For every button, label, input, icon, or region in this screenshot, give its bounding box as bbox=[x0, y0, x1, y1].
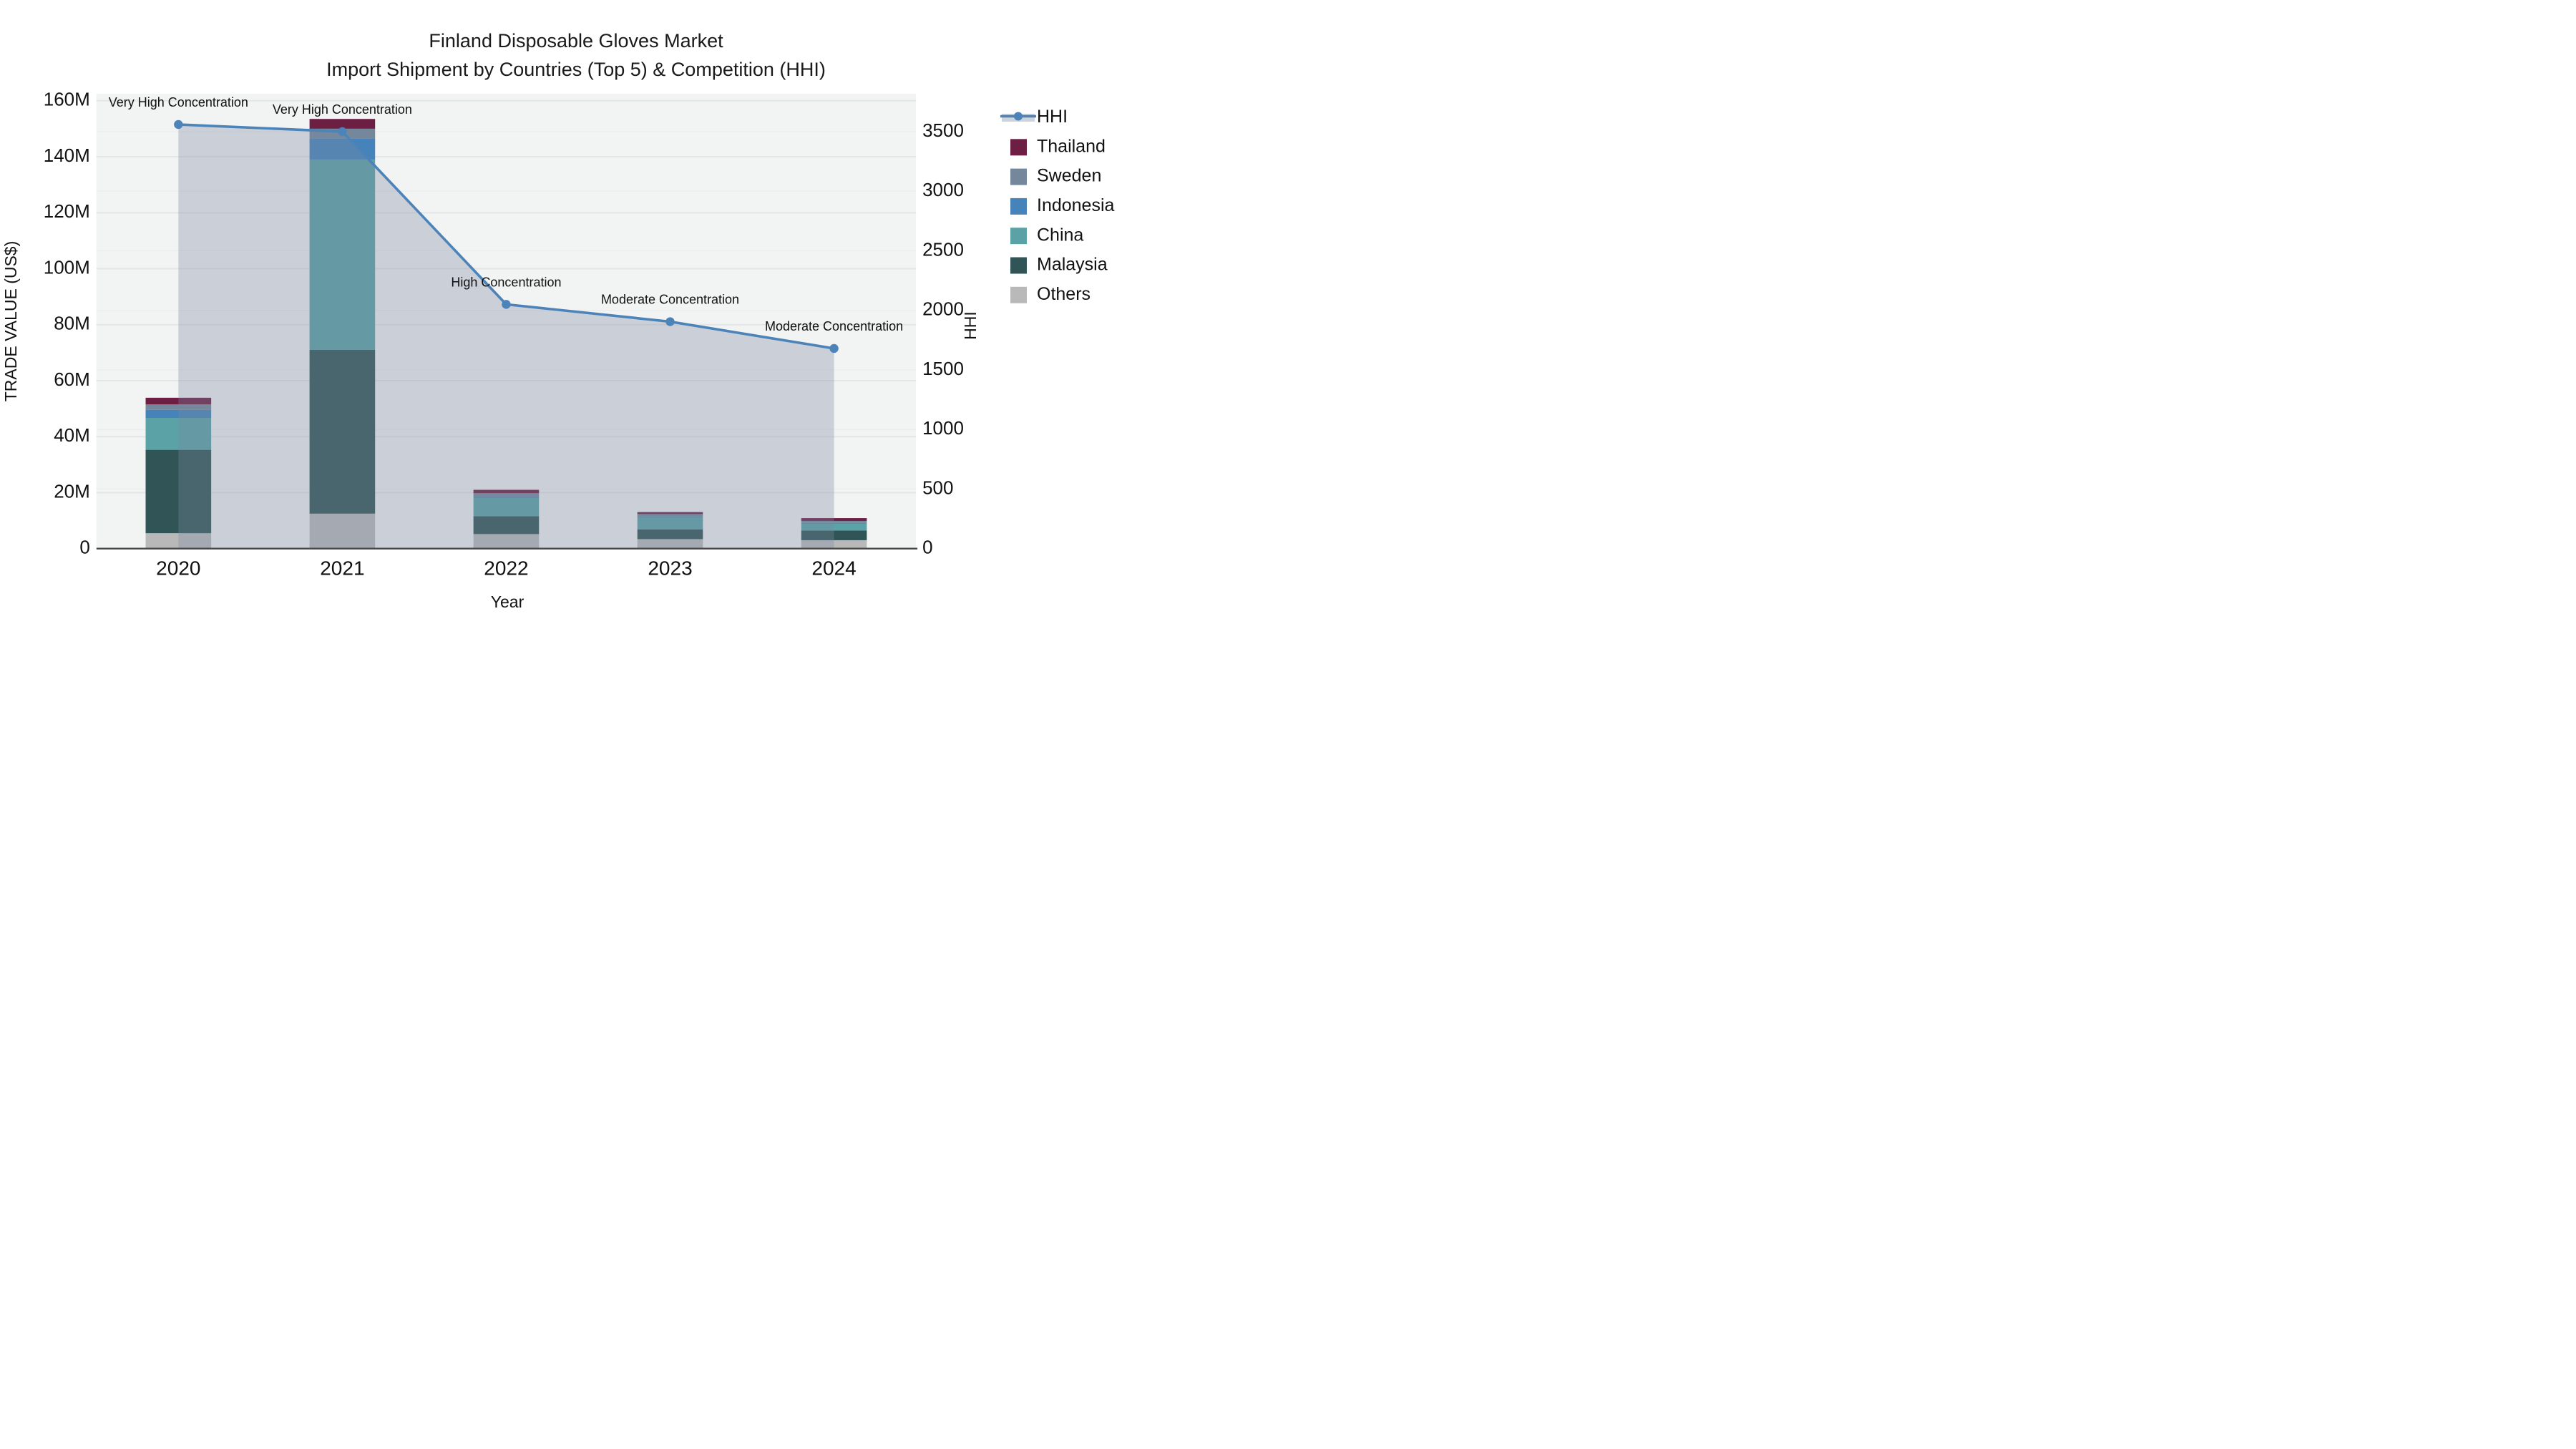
annotation-2022: High Concentration bbox=[451, 275, 561, 289]
legend-label-indonesia: Indonesia bbox=[1037, 195, 1115, 215]
y-left-tick-60M: 60M bbox=[54, 369, 90, 390]
y-right-axis-title: HHI bbox=[961, 311, 980, 340]
legend-swatch-indonesia bbox=[1010, 197, 1027, 215]
y-right-tick-2500: 2500 bbox=[922, 238, 964, 260]
y-left-tick-40M: 40M bbox=[54, 424, 90, 446]
bar-2024-malaysia[interactable] bbox=[801, 530, 867, 540]
hhi-marker-2021[interactable] bbox=[338, 127, 347, 137]
bar-2024-indonesia[interactable] bbox=[801, 522, 867, 524]
bar-2022-others[interactable] bbox=[473, 534, 540, 549]
y-left-tick-160M: 160M bbox=[44, 89, 90, 110]
bar-2020-indonesia[interactable] bbox=[145, 409, 212, 419]
chart-title-line1: Finland Disposable Gloves Market bbox=[429, 30, 723, 52]
bar-2023-sweden[interactable] bbox=[637, 514, 703, 517]
annotation-2024: Moderate Concentration bbox=[765, 319, 903, 333]
bar-2022-thailand[interactable] bbox=[473, 489, 540, 494]
chart-title-line2: Import Shipment by Countries (Top 5) & C… bbox=[326, 59, 826, 80]
y-left-tick-100M: 100M bbox=[44, 256, 90, 278]
x-tick-2020: 2020 bbox=[156, 557, 200, 579]
y-right-tick-2000: 2000 bbox=[922, 298, 964, 320]
x-tick-2024: 2024 bbox=[811, 557, 856, 579]
legend-label-china: China bbox=[1037, 225, 1083, 245]
y-left-tick-20M: 20M bbox=[54, 480, 90, 502]
bar-2021-malaysia[interactable] bbox=[309, 349, 376, 514]
plot-background bbox=[96, 94, 917, 549]
legend-label-malaysia: Malaysia bbox=[1037, 255, 1108, 275]
y-left-tick-labels: 0 20M 40M 60M 80M 100M 120M 140M 160M bbox=[44, 89, 90, 558]
y-left-tick-140M: 140M bbox=[44, 145, 90, 166]
bar-2024-china[interactable] bbox=[801, 523, 867, 531]
y-right-tick-0: 0 bbox=[922, 537, 932, 558]
legend-label-others: Others bbox=[1037, 284, 1091, 304]
bar-2021-others[interactable] bbox=[309, 513, 376, 549]
gridlines-right-axis bbox=[96, 131, 917, 490]
legend-label-sweden: Sweden bbox=[1037, 166, 1101, 186]
bar-2020-sweden[interactable] bbox=[145, 404, 212, 410]
legend-item-others[interactable]: Others bbox=[1010, 284, 1091, 304]
y-left-tick-80M: 80M bbox=[54, 313, 90, 334]
x-tick-2021: 2021 bbox=[320, 557, 364, 579]
annotation-2020: Very High Concentration bbox=[109, 95, 248, 109]
chart-canvas: Very High Concentration Very High Concent… bbox=[1, 89, 1115, 611]
legend-swatch-sweden bbox=[1010, 168, 1027, 185]
bar-2020-malaysia[interactable] bbox=[145, 449, 212, 534]
bar-2024-others[interactable] bbox=[801, 540, 867, 549]
bar-2023-others[interactable] bbox=[637, 539, 703, 549]
x-axis-title: Year bbox=[491, 592, 525, 611]
y-right-tick-labels: 0 500 1000 1500 2000 2500 3000 3500 bbox=[922, 119, 964, 558]
legend-hhi-marker-icon bbox=[1014, 112, 1023, 121]
bar-2022-indonesia[interactable] bbox=[473, 497, 540, 498]
chart-title: Finland Disposable Gloves Market Import … bbox=[0, 26, 1145, 84]
x-tick-2022: 2022 bbox=[484, 557, 528, 579]
legend-label-thailand: Thailand bbox=[1037, 136, 1106, 156]
legend: HHI Thailand Sweden Indonesia China Malaysia O… bbox=[1000, 107, 1115, 304]
legend-swatch-thailand bbox=[1010, 139, 1027, 156]
y-right-tick-500: 500 bbox=[922, 477, 953, 498]
chart-figure: Finland Disposable Gloves Market Import … bbox=[0, 0, 1145, 644]
gridlines-left-axis bbox=[96, 99, 917, 494]
bar-2024-thailand[interactable] bbox=[801, 518, 867, 521]
legend-item-hhi[interactable]: HHI bbox=[1000, 107, 1068, 127]
bar-2021-thailand[interactable] bbox=[309, 119, 376, 129]
legend-item-thailand[interactable]: Thailand bbox=[1010, 136, 1106, 156]
bar-2024-sweden[interactable] bbox=[801, 520, 867, 523]
legend-item-malaysia[interactable]: Malaysia bbox=[1010, 255, 1108, 275]
y-left-tick-0: 0 bbox=[79, 537, 89, 558]
y-left-axis-title: TRADE VALUE (US$) bbox=[1, 241, 20, 402]
hhi-marker-2024[interactable] bbox=[829, 343, 839, 353]
y-right-tick-3000: 3000 bbox=[922, 179, 964, 200]
bar-2022-sweden[interactable] bbox=[473, 493, 540, 497]
legend-label-hhi: HHI bbox=[1037, 107, 1068, 127]
y-right-tick-3500: 3500 bbox=[922, 119, 964, 141]
legend-item-indonesia[interactable]: Indonesia bbox=[1010, 195, 1115, 215]
hhi-marker-2022[interactable] bbox=[502, 300, 511, 309]
annotation-2021: Very High Concentration bbox=[273, 102, 412, 117]
y-right-tick-1500: 1500 bbox=[922, 358, 964, 379]
bar-2023-malaysia[interactable] bbox=[637, 529, 703, 540]
legend-item-sweden[interactable]: Sweden bbox=[1010, 166, 1101, 186]
legend-swatch-malaysia bbox=[1010, 257, 1027, 274]
bar-2020-others[interactable] bbox=[145, 533, 212, 549]
hhi-marker-2023[interactable] bbox=[665, 317, 675, 326]
legend-swatch-china bbox=[1010, 228, 1027, 245]
legend-item-china[interactable]: China bbox=[1010, 225, 1083, 245]
annotation-2023: Moderate Concentration bbox=[601, 293, 739, 307]
y-left-tick-120M: 120M bbox=[44, 200, 90, 222]
bar-2022-malaysia[interactable] bbox=[473, 516, 540, 535]
legend-swatch-others bbox=[1010, 286, 1027, 303]
bar-2020-china[interactable] bbox=[145, 418, 212, 450]
hhi-marker-2020[interactable] bbox=[174, 119, 183, 130]
hhi-area-fill bbox=[178, 124, 834, 549]
bar-2022-china[interactable] bbox=[473, 497, 540, 517]
x-tick-labels: 2020 2021 2022 2023 2024 bbox=[156, 557, 857, 579]
bar-2023-thailand[interactable] bbox=[637, 512, 703, 514]
bar-2020-thailand[interactable] bbox=[145, 397, 212, 405]
bar-2023-china[interactable] bbox=[637, 517, 703, 530]
bar-2021-china[interactable] bbox=[309, 159, 376, 350]
y-right-tick-1000: 1000 bbox=[922, 417, 964, 439]
x-tick-2023: 2023 bbox=[648, 557, 692, 579]
